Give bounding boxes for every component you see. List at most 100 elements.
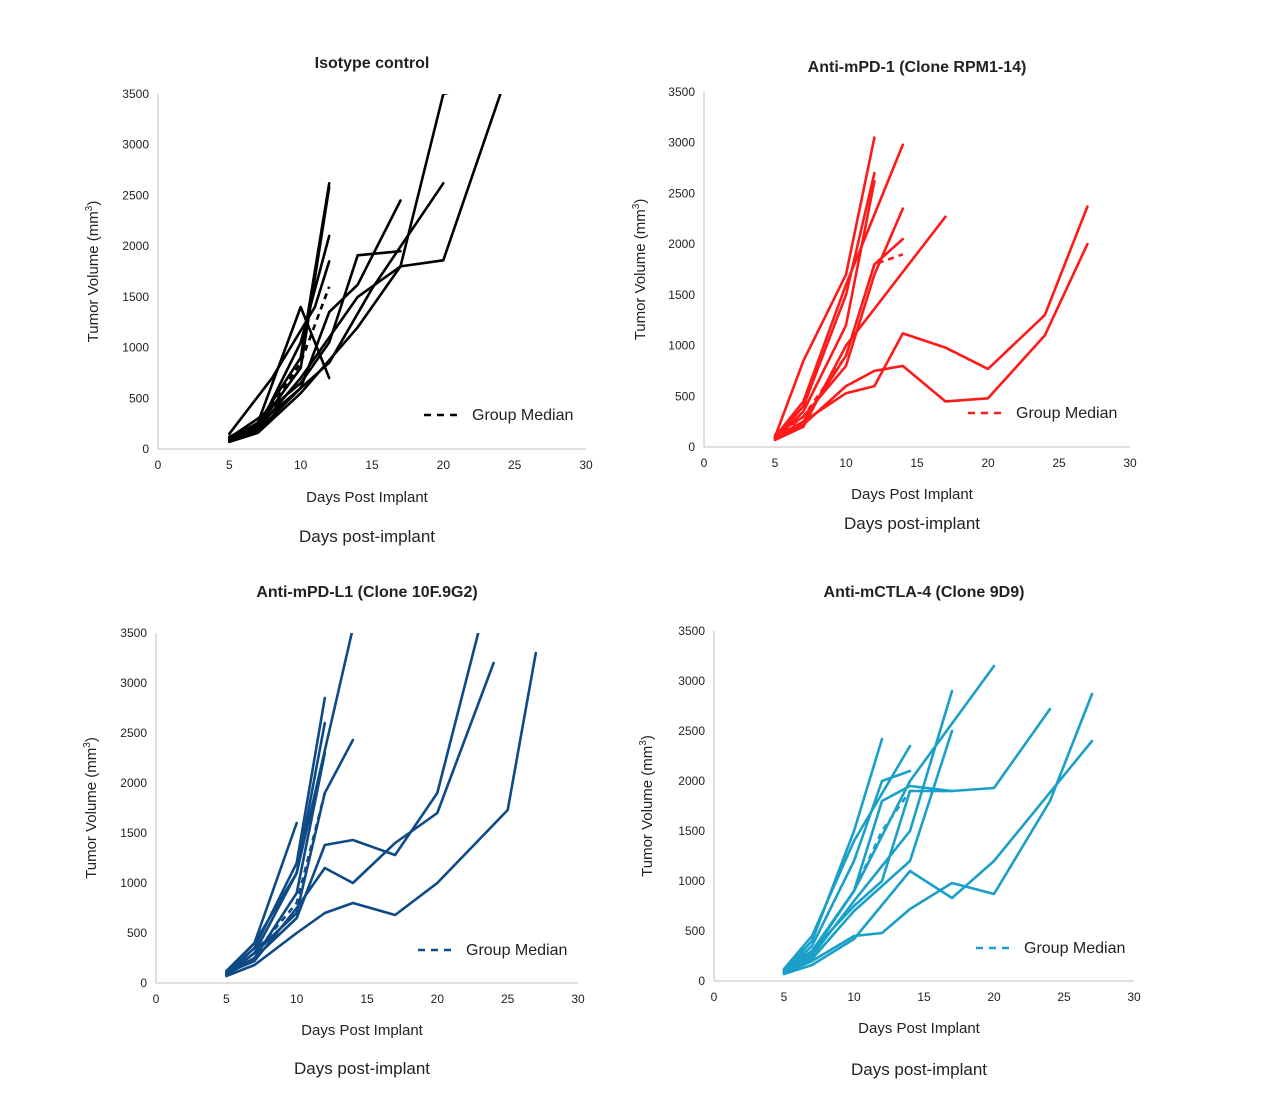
y-axis-label-text: Tumor Volume (mm xyxy=(85,211,102,342)
y-tick-label: 1500 xyxy=(668,288,695,302)
x-tick-label: 25 xyxy=(508,458,522,472)
chart-caption: Days post-implant xyxy=(299,527,435,546)
y-tick-label: 3000 xyxy=(668,136,695,150)
x-tick-label: 0 xyxy=(153,992,160,1006)
series-line-9 xyxy=(773,205,1089,439)
chart-panel-4: Anti-mCTLA-4 (Clone 9D9) 0 500 1000 1500 2000… xyxy=(638,584,1141,1079)
x-tick-label: 10 xyxy=(847,990,861,1004)
x-tick-label: 10 xyxy=(290,992,304,1006)
series-line-9 xyxy=(225,651,538,978)
y-tick-label: 3000 xyxy=(678,674,705,688)
y-tick-label: 0 xyxy=(698,974,705,988)
x-tick-label: 20 xyxy=(437,458,451,472)
x-tick-label: 0 xyxy=(155,458,162,472)
x-tick-label: 25 xyxy=(1052,456,1066,470)
y-tick-label: 2000 xyxy=(678,774,705,788)
series-line-4 xyxy=(228,260,331,436)
group-median-line xyxy=(774,253,904,439)
y-axis-label-superscript: 3 xyxy=(638,740,649,746)
chart-title: Anti-mPD-L1 (Clone 10F.9G2) xyxy=(256,584,477,601)
y-tick-label: 3500 xyxy=(122,87,149,101)
plot-area xyxy=(782,664,1094,976)
series-line-5 xyxy=(225,633,354,973)
y-tick-label: 3500 xyxy=(678,624,705,638)
series-line-10 xyxy=(782,739,1094,976)
y-axis-label-close: ) xyxy=(639,735,656,740)
y-axis-label-superscript: 3 xyxy=(84,205,95,211)
y-tick-label: 1500 xyxy=(678,824,705,838)
series-line-9 xyxy=(228,94,449,444)
x-tick-label: 20 xyxy=(981,456,995,470)
x-axis-label: Days Post Implant xyxy=(851,486,974,503)
y-tick-label: 2500 xyxy=(668,186,695,200)
legend-label: Group Median xyxy=(1024,940,1125,957)
y-tick-label: 1000 xyxy=(668,339,695,353)
legend-label: Group Median xyxy=(472,407,573,424)
x-tick-label: 15 xyxy=(360,992,374,1006)
x-tick-label: 25 xyxy=(501,992,515,1006)
y-tick-label: 3500 xyxy=(120,626,147,640)
y-axis-label-text: Tumor Volume (mm xyxy=(632,209,649,340)
chart-caption: Days post-implant xyxy=(851,1060,987,1079)
y-axis-label-text: Tumor Volume (mm xyxy=(639,746,656,877)
group-median-line xyxy=(228,286,331,441)
x-tick-label: 20 xyxy=(431,992,445,1006)
y-tick-label: 1500 xyxy=(120,826,147,840)
y-tick-label: 0 xyxy=(688,440,695,454)
chart-title: Anti-mCTLA-4 (Clone 9D9) xyxy=(824,584,1025,601)
x-tick-label: 0 xyxy=(701,456,708,470)
y-axis-label-close: ) xyxy=(83,737,100,742)
x-tick-label: 30 xyxy=(1123,456,1137,470)
y-tick-label: 1500 xyxy=(122,290,149,304)
group-median-line xyxy=(225,792,327,976)
x-tick-label: 5 xyxy=(772,456,779,470)
y-tick-label: 500 xyxy=(127,926,147,940)
chart-panel-1: Isotype control 0 500 1000 1500 2000 2500 3000 3… xyxy=(84,55,593,546)
plot-area xyxy=(773,136,1089,442)
chart-panel-2: Anti-mPD-1 (Clone RPM1-14) 0 500 1000 1500 20… xyxy=(631,59,1137,533)
x-tick-label: 0 xyxy=(711,990,718,1004)
x-tick-label: 30 xyxy=(579,458,593,472)
x-tick-label: 5 xyxy=(226,458,233,472)
y-axis-label-text: Tumor Volume (mm xyxy=(83,748,100,879)
x-tick-label: 15 xyxy=(917,990,931,1004)
legend: Group Median xyxy=(424,407,573,424)
series-line-8 xyxy=(225,661,495,975)
x-tick-label: 10 xyxy=(839,456,853,470)
y-tick-label: 2500 xyxy=(120,726,147,740)
chart-title: Anti-mPD-1 (Clone RPM1-14) xyxy=(808,59,1027,76)
x-axis-label: Days Post Implant xyxy=(306,489,429,506)
y-tick-label: 2000 xyxy=(122,239,149,253)
x-axis-label: Days Post Implant xyxy=(858,1020,981,1037)
legend: Group Median xyxy=(968,405,1117,422)
y-tick-label: 500 xyxy=(685,924,705,938)
y-tick-label: 1000 xyxy=(678,874,705,888)
y-tick-label: 0 xyxy=(140,976,147,990)
legend-label: Group Median xyxy=(466,942,567,959)
y-axis-label: Tumor Volume (mm3) xyxy=(631,199,649,341)
series-line-6 xyxy=(782,729,954,974)
x-tick-label: 30 xyxy=(571,992,585,1006)
plot-area xyxy=(228,94,502,444)
series-line-5 xyxy=(782,689,954,975)
legend: Group Median xyxy=(976,940,1125,957)
series-line-6 xyxy=(228,249,402,440)
series-line-4 xyxy=(773,143,905,439)
y-tick-label: 3500 xyxy=(668,85,695,99)
legend-label: Group Median xyxy=(1016,405,1117,422)
x-tick-label: 15 xyxy=(910,456,924,470)
chart-title: Isotype control xyxy=(315,55,430,72)
plot-area xyxy=(225,633,538,978)
series-line-7 xyxy=(773,215,947,442)
x-tick-label: 30 xyxy=(1127,990,1141,1004)
chart-caption: Days post-implant xyxy=(294,1059,430,1078)
x-tick-label: 5 xyxy=(223,992,230,1006)
y-axis-label-close: ) xyxy=(632,199,649,204)
y-axis-label: Tumor Volume (mm3) xyxy=(638,735,656,877)
chart-caption: Days post-implant xyxy=(844,514,980,533)
x-tick-label: 15 xyxy=(365,458,379,472)
y-axis-label: Tumor Volume (mm3) xyxy=(82,737,100,879)
y-axis-label: Tumor Volume (mm3) xyxy=(84,201,102,343)
